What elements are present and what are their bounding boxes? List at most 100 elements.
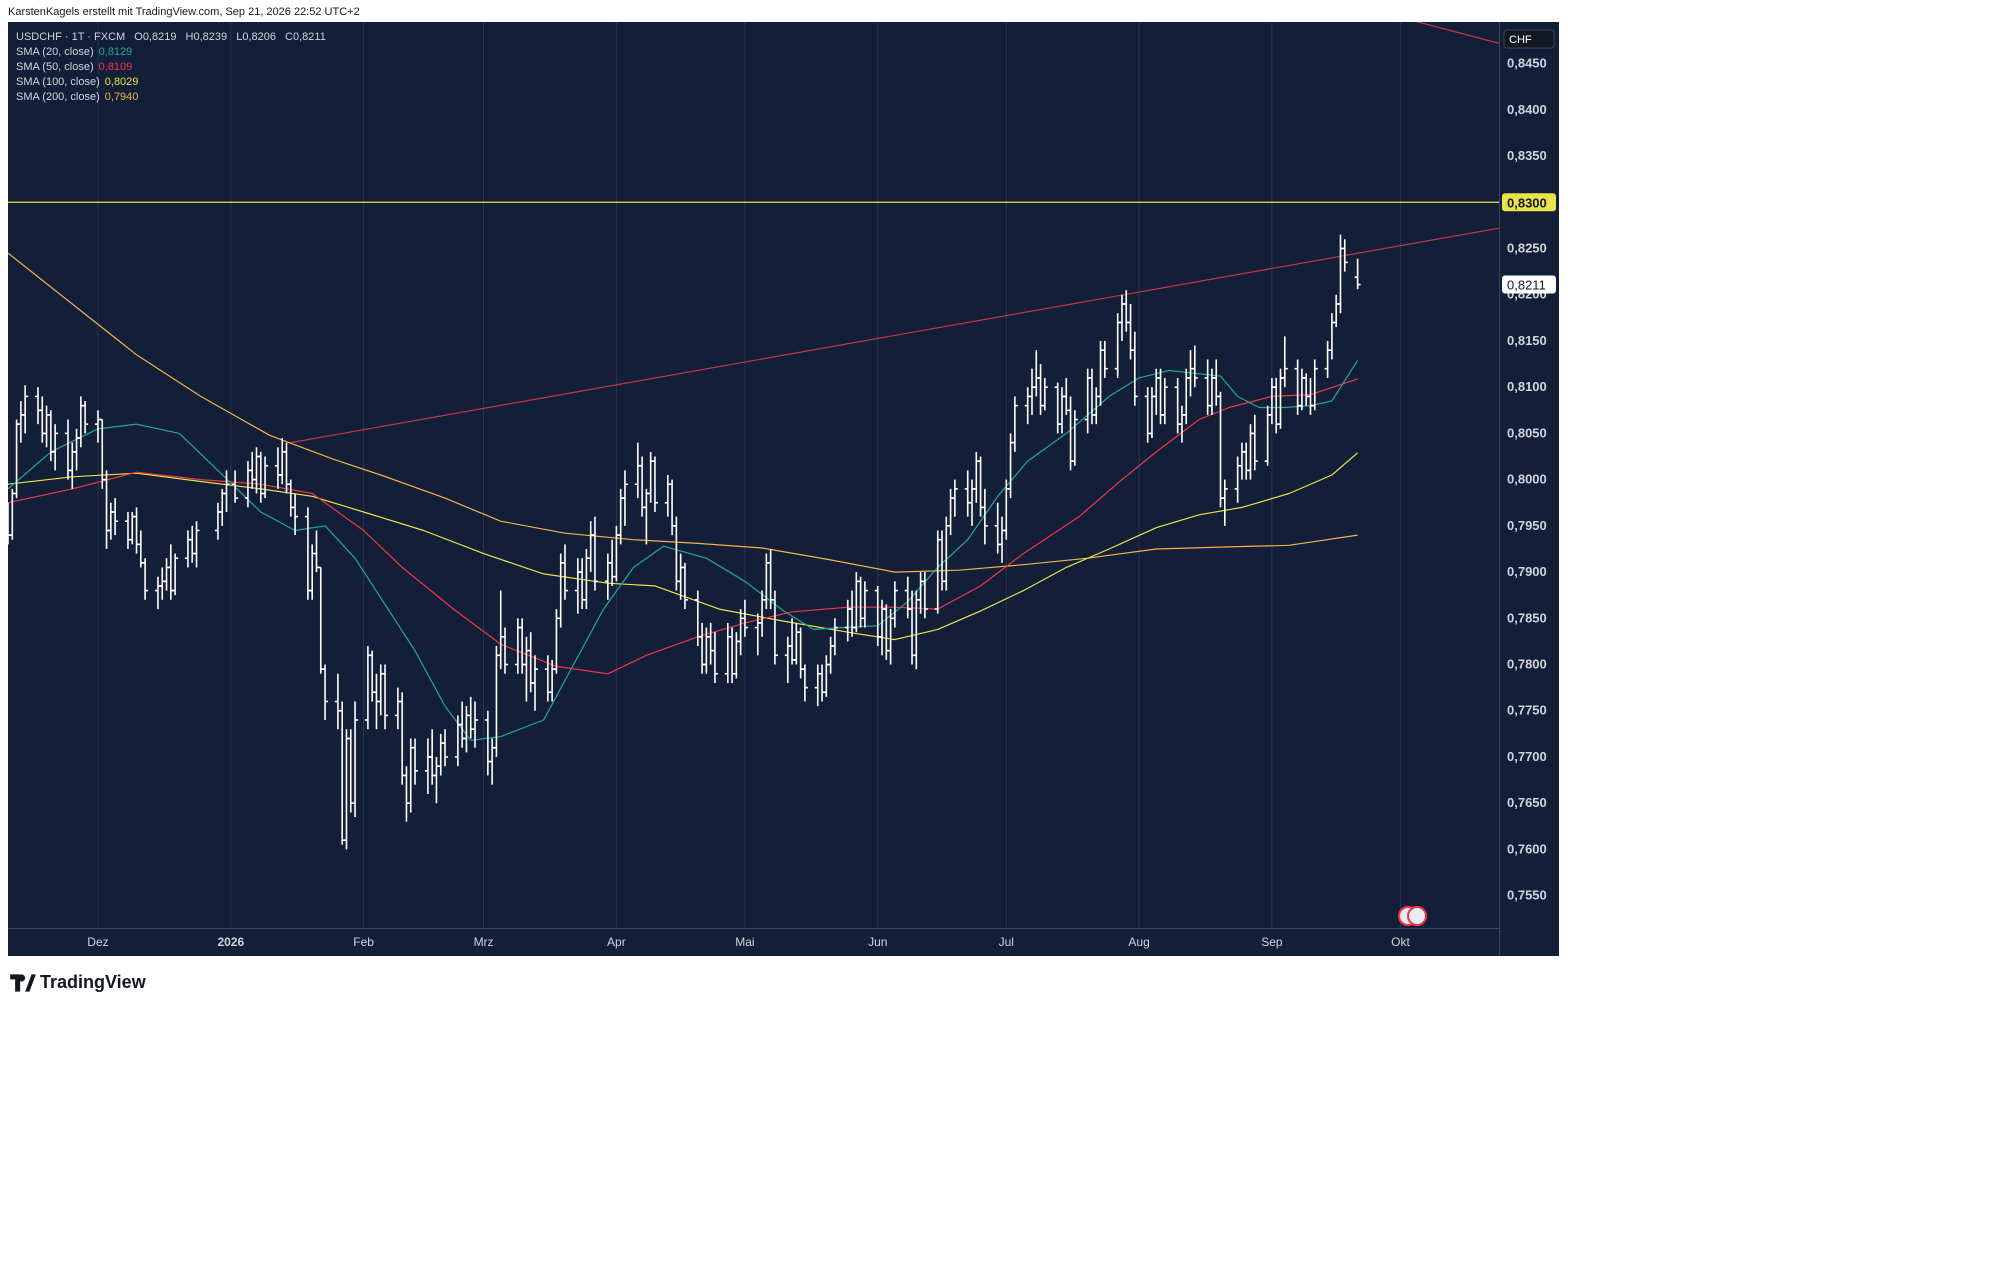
y-tick-label: 0,8400 — [1507, 102, 1547, 117]
event-flag-icon-second — [1407, 906, 1427, 926]
y-tick-label: 0,7850 — [1507, 610, 1547, 625]
ohlc-bar — [52, 424, 59, 471]
ohlc-bar — [831, 618, 838, 656]
ohlc-bar — [1221, 479, 1228, 526]
chart-area[interactable]: 0,7550 0,7600 0,7650 0,7700 0,7750 0,7800 0,78… — [8, 22, 1559, 956]
y-tick-label: 0,7900 — [1507, 564, 1547, 579]
price-chart-svg[interactable]: 0,7550 0,7600 0,7650 0,7700 0,7750 0,7800 0,78… — [8, 22, 1559, 956]
ohlc-bar — [1131, 331, 1138, 406]
ohlc-bar — [1354, 258, 1361, 290]
sma100-line — [8, 452, 1358, 641]
ohlc-bar — [801, 664, 808, 702]
legend-symbol-row: USDCHF · 1T · FXCM O0,8219 H0,8239 L0,82… — [16, 30, 326, 45]
ohlc-bar — [1251, 414, 1258, 471]
chart-background — [8, 22, 1559, 956]
x-tick-label: Sep — [1261, 935, 1283, 949]
ohlc-bar — [951, 479, 958, 517]
legend-sma20-label: SMA (20, close) — [16, 46, 94, 58]
ohlc-bar — [322, 664, 329, 720]
x-tick-label: Aug — [1128, 935, 1149, 949]
ohlc-bar — [591, 516, 598, 591]
x-tick-label: Okt — [1391, 935, 1410, 949]
y-tick-label: 0,7750 — [1507, 703, 1547, 718]
ohlc-bar — [1011, 396, 1018, 452]
ohlc-bar — [741, 599, 748, 637]
ohlc-bar — [1341, 239, 1348, 272]
legend-sma100-label: SMA (100, close) — [16, 76, 100, 88]
x-tick-label: Jun — [868, 935, 887, 949]
y-tick-label: 0,7550 — [1507, 888, 1547, 903]
y-tick-label: 0,7700 — [1507, 749, 1547, 764]
current-price-box — [1502, 275, 1556, 294]
legend-sma50[interactable]: SMA (50, close) 0,8109 — [16, 60, 326, 75]
ohlc-bar — [112, 498, 119, 536]
legend-ohlc-open: O0,8219 — [134, 31, 177, 43]
legend-sma100[interactable]: SMA (100, close) 0,8029 — [16, 75, 326, 90]
ohlc-bar — [771, 590, 778, 665]
ohlc-bar — [412, 738, 419, 785]
legend-sma200-value: 0,7940 — [104, 91, 139, 103]
legend-sma20-value: 0,8129 — [98, 46, 133, 58]
legend-ohlc-close: C0,8211 — [285, 31, 326, 43]
currency-label-box — [1503, 29, 1555, 49]
brand-name: TradingView — [40, 972, 146, 992]
ohlc-bar — [382, 664, 389, 730]
tradingview-brand[interactable]: TradingView — [10, 972, 146, 993]
ohlc-bar — [1311, 359, 1318, 411]
x-tick-label: Feb — [353, 935, 374, 949]
ohlc-bar — [232, 470, 239, 503]
x-tick-label: Mai — [735, 935, 754, 949]
legend-sma100-value: 0,8029 — [104, 76, 139, 88]
ohlc-bar — [1191, 345, 1198, 388]
ohlc-bar — [921, 572, 928, 619]
y-tick-label: 0,8000 — [1507, 472, 1547, 487]
y-tick-label: 0,8150 — [1507, 333, 1547, 348]
currency-label: CHF — [1509, 34, 1532, 46]
trendline-upper — [1415, 22, 1500, 44]
ohlc-bar — [22, 385, 29, 434]
ohlc-bar — [502, 627, 508, 674]
ohlc-bar — [472, 701, 479, 748]
ohlc-bar — [531, 655, 538, 711]
level-price-label: 0,8300 — [1507, 195, 1547, 210]
ohlc-bar — [1071, 410, 1078, 466]
legend-ohlc-low: L0,8206 — [236, 31, 276, 43]
ohlc-bar — [651, 456, 658, 512]
x-tick-label: Jul — [999, 935, 1014, 949]
ohlc-bar — [561, 544, 568, 600]
legend-sma50-label: SMA (50, close) — [16, 61, 94, 73]
ohlc-bar — [1281, 336, 1288, 388]
chart-attribution: KarstenKagels erstellt mit TradingView.c… — [8, 6, 360, 18]
ohlc-bar — [861, 581, 868, 628]
x-tick-label: Mrz — [474, 935, 494, 949]
trendline-support — [290, 227, 1500, 444]
ohlc-bar — [292, 493, 299, 536]
ohlc-bar — [1101, 340, 1108, 378]
y-tick-label: 0,8450 — [1507, 56, 1547, 71]
ohlc-bar — [442, 729, 449, 767]
ohlc-bar — [82, 401, 89, 434]
ohlc-bar — [352, 701, 359, 818]
ohlc-bar — [711, 632, 718, 684]
ohlc-bars — [8, 234, 1361, 850]
y-tick-label: 0,8250 — [1507, 241, 1547, 256]
x-tick-label: 2026 — [217, 935, 244, 949]
x-tick-label: Apr — [607, 935, 626, 949]
ohlc-bar — [621, 470, 628, 526]
y-tick-label: 0,7950 — [1507, 518, 1547, 533]
x-tick-label: Dez — [87, 935, 108, 949]
legend-sma200-label: SMA (200, close) — [16, 91, 100, 103]
legend-sma20[interactable]: SMA (20, close) 0,8129 — [16, 45, 326, 60]
legend-symbol: USDCHF · 1T · FXCM — [16, 31, 126, 43]
tradingview-logo-icon — [10, 973, 36, 992]
y-tick-label: 0,8350 — [1507, 148, 1547, 163]
ohlc-bar — [142, 558, 149, 600]
legend-ohlc-high: H0,8239 — [185, 31, 228, 43]
ohlc-bar — [681, 562, 688, 610]
legend-sma200[interactable]: SMA (200, close) 0,7940 — [16, 90, 326, 105]
ohlc-bar — [193, 521, 200, 568]
y-tick-label: 0,7650 — [1507, 795, 1547, 810]
ohlc-bar — [891, 581, 898, 628]
ohlc-bar — [1041, 377, 1048, 411]
y-tick-label: 0,7600 — [1507, 841, 1547, 856]
